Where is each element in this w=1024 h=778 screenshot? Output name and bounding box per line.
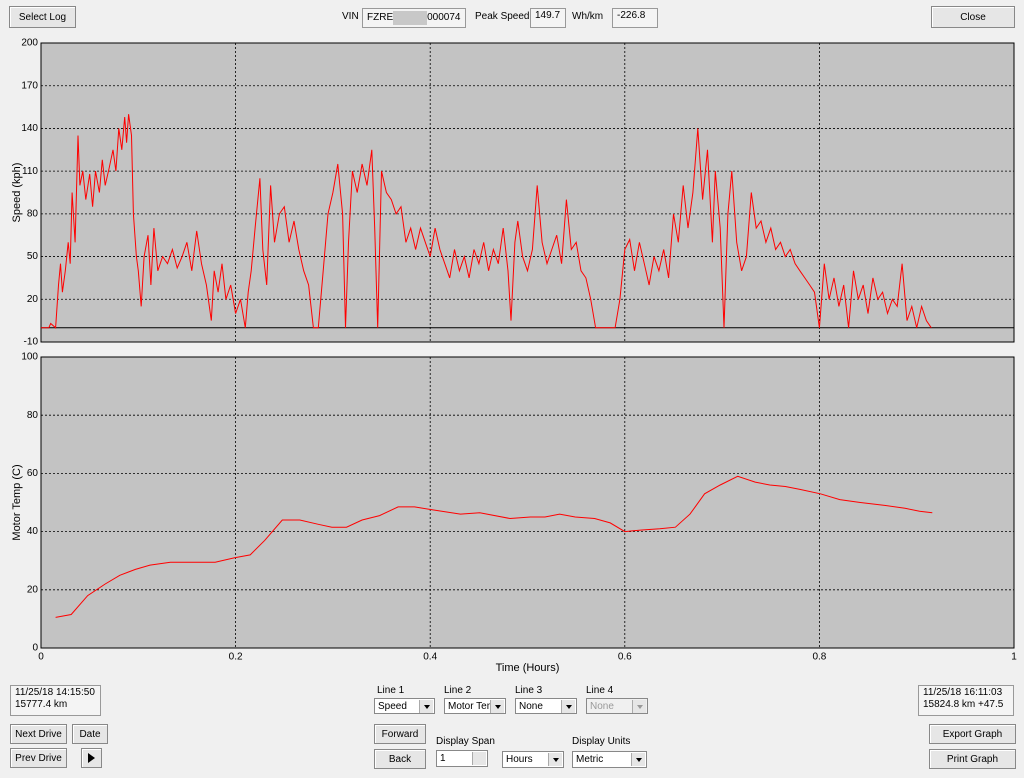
data-line (41, 114, 932, 329)
wh-km-label: Wh/km (572, 11, 604, 22)
start-info: 11/25/18 14:15:50 15777.4 km (10, 685, 101, 716)
y-tick-label: 110 (22, 166, 38, 177)
line4-select: None (586, 698, 648, 714)
x-tick-label: 0.6 (618, 652, 632, 663)
y-tick-label: 80 (27, 208, 39, 219)
print-graph-button[interactable]: Print Graph (929, 749, 1016, 769)
date-button[interactable]: Date (72, 724, 108, 744)
line4-label: Line 4 (586, 685, 614, 696)
y-tick-label: 20 (27, 584, 39, 595)
display-units-select[interactable]: Metric (572, 751, 647, 768)
x-axis-label: Time (Hours) (496, 662, 560, 674)
wh-km-value: -226.8 (612, 8, 658, 28)
y-tick-label: 20 (27, 294, 39, 305)
y-tick-label: 0 (32, 643, 38, 654)
start-odometer: 15777.4 km (15, 699, 68, 710)
y-tick-label: 60 (27, 468, 39, 479)
line1-select[interactable]: Speed (374, 698, 435, 714)
line4-value: None (590, 701, 614, 712)
x-tick-label: 0.4 (423, 652, 437, 663)
end-odometer: 15824.8 km +47.5 (923, 699, 1004, 710)
y-axis-label: Speed (kph) (11, 163, 23, 223)
line2-select[interactable]: Motor Tem (444, 698, 506, 714)
display-span-label: Display Span (436, 736, 495, 747)
line3-label: Line 3 (515, 685, 543, 696)
vin-suffix: 000074 (427, 12, 461, 23)
plot-area (40, 356, 1015, 649)
close-button[interactable]: Close (931, 6, 1015, 28)
y-tick-label: 100 (21, 352, 38, 363)
x-tick-label: 0.2 (229, 652, 243, 663)
y-tick-label: 200 (21, 38, 38, 49)
display-units-label: Display Units (572, 736, 631, 747)
data-line (55, 475, 933, 618)
forward-button[interactable]: Forward (374, 724, 426, 744)
plot-area (40, 42, 1015, 343)
display-span-spinner[interactable]: 1 (436, 750, 488, 767)
start-datetime: 11/25/18 14:15:50 (15, 687, 95, 698)
next-drive-button[interactable]: Next Drive (10, 724, 67, 744)
select-log-button[interactable]: Select Log (9, 6, 76, 28)
line1-value: Speed (378, 701, 407, 712)
vin-label: VIN (342, 11, 359, 22)
y-tick-label: 50 (27, 251, 39, 262)
display-span-value: 1 (440, 753, 446, 764)
span-unit-value: Hours (506, 754, 533, 765)
vin-field: FZRE 000074 (362, 8, 466, 28)
line2-value: Motor Tem (448, 701, 496, 712)
y-tick-label: 40 (27, 526, 39, 537)
charts: -10 20 50 80 110 140 170 200 Speed (kph) 0 20 40 60 8… (11, 38, 1017, 674)
x-tick-label: 0 (38, 652, 44, 663)
play-button[interactable] (81, 748, 102, 768)
line3-value: None (519, 701, 543, 712)
x-tick-label: 1 (1011, 652, 1017, 663)
y-tick-label: 170 (21, 80, 38, 91)
display-units-value: Metric (576, 754, 604, 765)
vin-redaction (393, 11, 428, 25)
back-button[interactable]: Back (374, 749, 426, 769)
line1-label: Line 1 (377, 685, 405, 696)
end-datetime: 11/25/18 16:11:03 (923, 687, 1003, 698)
y-tick-label: 80 (27, 410, 39, 421)
line3-select[interactable]: None (515, 698, 577, 714)
peak-speed-value: 149.7 (530, 8, 566, 28)
vin-prefix: FZRE (367, 12, 394, 23)
export-graph-button[interactable]: Export Graph (929, 724, 1016, 744)
y-tick-label: 140 (21, 123, 38, 134)
y-axis-label: Motor Temp (C) (11, 464, 23, 540)
prev-drive-button[interactable]: Prev Drive (10, 748, 67, 768)
peak-speed-label: Peak Speed (475, 11, 530, 22)
x-tick-label: 0.8 (812, 652, 826, 663)
y-tick-label: -10 (24, 337, 39, 348)
line2-label: Line 2 (444, 685, 472, 696)
end-info: 11/25/18 16:11:03 15824.8 km +47.5 (918, 685, 1014, 716)
span-unit-select[interactable]: Hours (502, 751, 564, 768)
